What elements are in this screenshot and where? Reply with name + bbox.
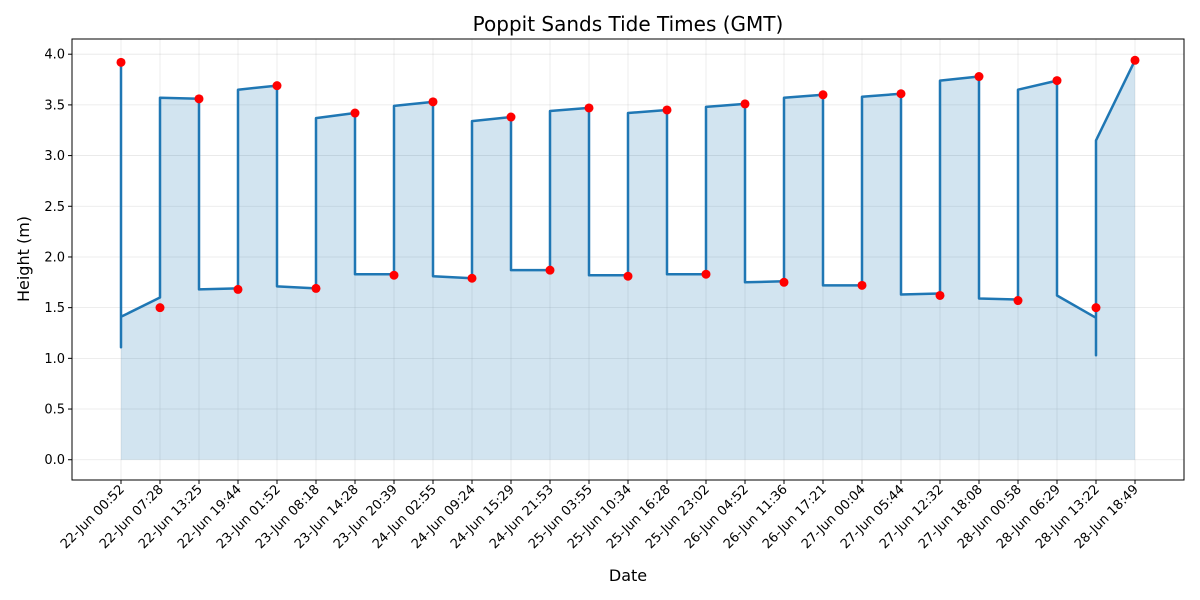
tide-point-marker xyxy=(350,108,360,118)
tide-point-marker xyxy=(1013,296,1023,306)
tide-point-marker xyxy=(1091,303,1101,313)
y-axis: 0.0 0.5 1.0 1.5 2.0 2.5 3.0 3.5 4.0 xyxy=(44,48,72,468)
y-tick-label: 0.5 xyxy=(44,403,65,418)
tide-point-marker xyxy=(740,99,750,109)
y-tick-label: 1.0 xyxy=(44,352,65,367)
tide-point-marker xyxy=(545,265,555,275)
chart-title: Poppit Sands Tide Times (GMT) xyxy=(473,12,784,36)
tide-point-marker xyxy=(389,270,399,280)
y-tick-label: 1.5 xyxy=(44,301,65,316)
tide-point-marker xyxy=(662,105,672,115)
y-tick-label: 2.0 xyxy=(44,250,65,265)
tide-point-marker xyxy=(896,89,906,99)
tide-point-marker xyxy=(506,112,516,122)
tide-point-marker xyxy=(974,72,984,82)
tide-point-marker xyxy=(857,280,867,290)
tide-point-marker xyxy=(467,273,477,283)
tide-point-marker xyxy=(584,103,594,113)
tide-point-marker xyxy=(701,269,711,279)
tide-point-marker xyxy=(779,277,789,287)
y-tick-label: 0.0 xyxy=(44,453,65,468)
y-tick-label: 3.0 xyxy=(44,149,65,164)
tide-point-marker xyxy=(1052,76,1062,86)
tide-point-marker xyxy=(194,94,204,104)
y-tick-label: 4.0 xyxy=(44,48,65,63)
x-axis-label: Date xyxy=(609,566,647,585)
tide-point-marker xyxy=(623,271,633,281)
tide-point-marker xyxy=(116,57,126,67)
tide-markers xyxy=(116,55,1140,313)
y-tick-label: 3.5 xyxy=(44,98,65,113)
tide-point-marker xyxy=(935,290,945,300)
tide-point-marker xyxy=(428,97,438,107)
tide-point-marker xyxy=(155,303,165,313)
y-tick-label: 2.5 xyxy=(44,200,65,215)
tide-point-marker xyxy=(818,90,828,100)
y-axis-label: Height (m) xyxy=(14,216,33,302)
tide-point-marker xyxy=(233,284,243,294)
tide-point-marker xyxy=(272,81,282,91)
tide-point-marker xyxy=(1130,55,1140,65)
tide-point-marker xyxy=(311,283,321,293)
